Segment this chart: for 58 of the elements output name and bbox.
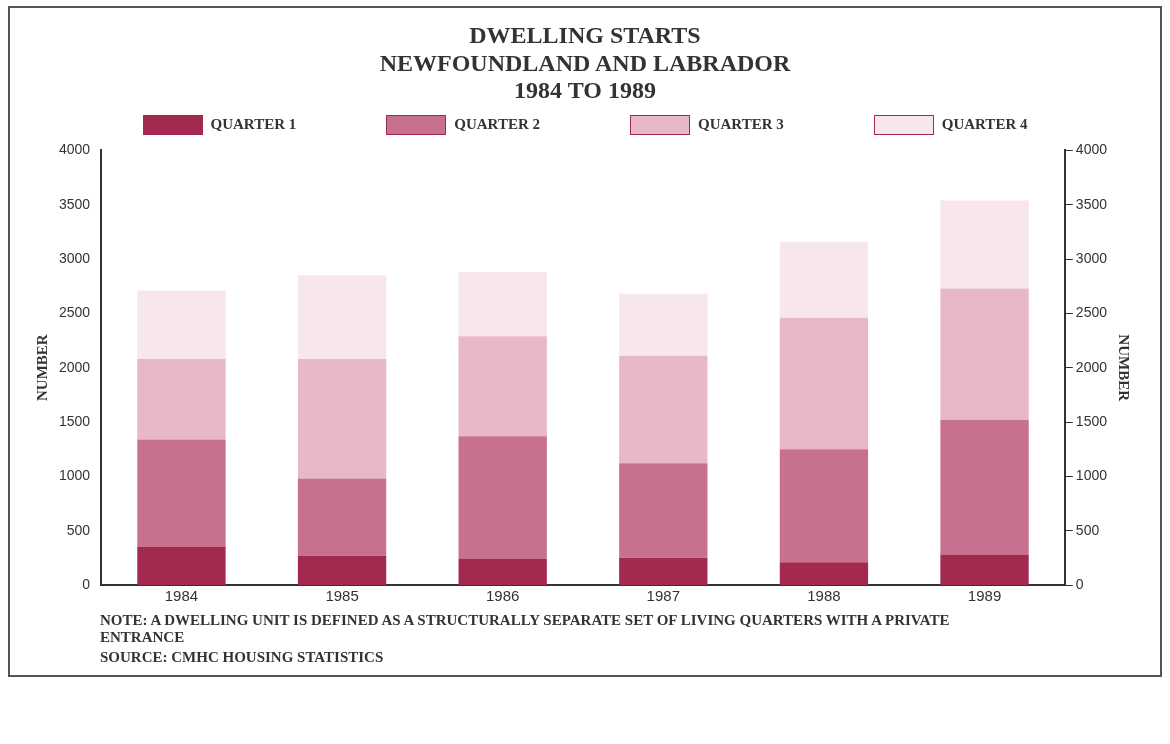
- chart-title: DWELLING STARTS: [468, 22, 702, 50]
- y-tick-label: 3000: [58, 249, 91, 266]
- bar: [297, 478, 387, 556]
- bar: [297, 275, 387, 359]
- y-tick-label: 2000: [58, 358, 91, 375]
- bar: [137, 358, 226, 440]
- y-axis-title: NUMBER: [33, 333, 50, 401]
- y2-tick-label: 2000: [1075, 358, 1108, 375]
- y2-tick-label: 1500: [1075, 412, 1108, 429]
- y2-tick-label: 3000: [1075, 249, 1108, 266]
- bar: [137, 439, 226, 547]
- x-tick-label: 1987: [646, 586, 680, 604]
- bar: [940, 288, 1029, 420]
- bar: [458, 271, 547, 336]
- y-tick-label: 0: [82, 575, 91, 592]
- legend-label: QUARTER 1: [210, 116, 297, 134]
- source-note: SOURCE: CMHC HOUSING STATISTICS: [100, 648, 385, 666]
- y2-tick-label: 0: [1075, 575, 1084, 592]
- bar: [779, 241, 869, 318]
- y-tick-label: 4000: [58, 141, 91, 158]
- legend-label: QUARTER 2: [454, 116, 540, 134]
- bar: [940, 554, 1029, 585]
- chart-subtitle: NEWFOUNDLAND AND LABRADOR 1984 TO 1989: [378, 49, 792, 105]
- legend-label: QUARTER 3: [698, 116, 784, 134]
- x-tick-label: 1988: [807, 586, 841, 604]
- text: NOTE: A DWELLING UNIT IS DEFINED AS A STRUCTURALLY SEPARATE SET OF LIVING QUARTERS WITH A PRIVATE ENTRANCE: [100, 611, 951, 646]
- y2-tick-label: 2500: [1075, 304, 1108, 321]
- bar: [940, 419, 1029, 555]
- bar: [619, 557, 708, 585]
- y-tick-label: 500: [66, 521, 91, 538]
- y2-tick-label: 4000: [1075, 141, 1108, 158]
- bar: [137, 290, 226, 359]
- bar: [779, 317, 869, 449]
- x-tick-label: 1989: [967, 586, 1002, 604]
- y2-axis-title: NUMBER: [1116, 334, 1133, 401]
- legend-label: QUARTER 4: [941, 116, 1028, 134]
- y2-tick-label: 3500: [1075, 195, 1108, 212]
- bar: [619, 293, 708, 356]
- y-tick-label: 2500: [58, 304, 91, 321]
- x-tick-label: 1986: [486, 586, 520, 604]
- y2-tick-label: 500: [1075, 521, 1100, 538]
- y-tick-label: 3500: [58, 195, 91, 212]
- bar: [297, 555, 387, 585]
- bar: [297, 358, 387, 479]
- bar: [137, 546, 226, 585]
- y-tick-label: 1000: [58, 466, 91, 483]
- x-tick-label: 1984: [164, 586, 199, 604]
- x-tick-label: 1985: [325, 586, 359, 604]
- bar: [619, 355, 708, 464]
- bar: [458, 435, 547, 559]
- bar: [458, 335, 547, 436]
- bar: [458, 558, 547, 585]
- bar: [619, 463, 708, 558]
- bar: [779, 448, 869, 562]
- bar: [779, 561, 869, 585]
- y2-tick-label: 1000: [1075, 466, 1108, 483]
- y-tick-label: 1500: [58, 412, 91, 429]
- bar: [940, 200, 1029, 289]
